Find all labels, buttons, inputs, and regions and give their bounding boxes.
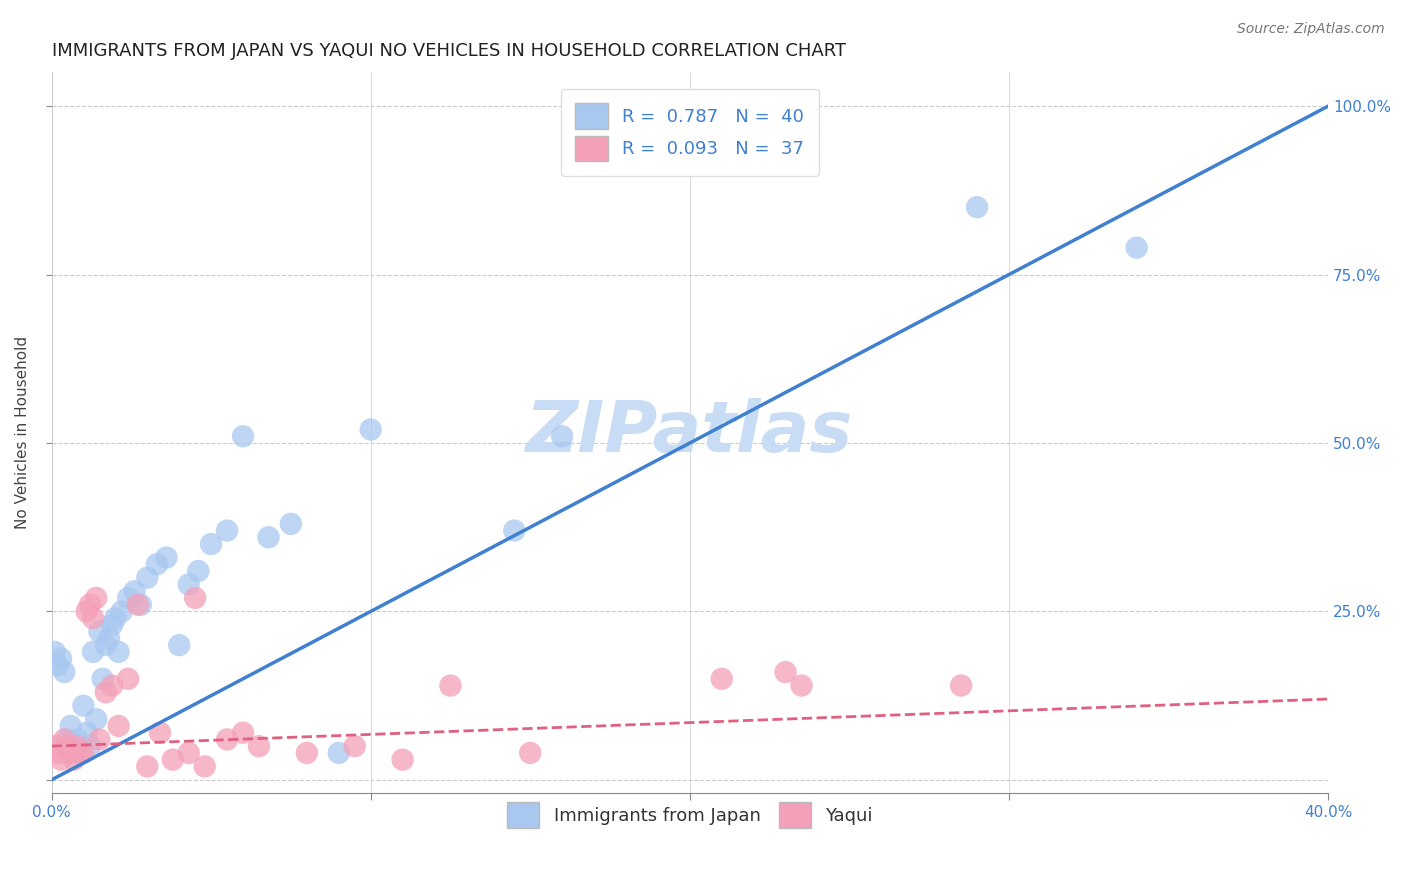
Point	[104, 611, 127, 625]
Point	[117, 591, 139, 605]
Point	[439, 679, 461, 693]
Point	[107, 645, 129, 659]
Point	[232, 725, 254, 739]
Y-axis label: No Vehicles in Household: No Vehicles in Household	[15, 336, 30, 530]
Point	[136, 759, 159, 773]
Point	[710, 672, 733, 686]
Point	[551, 429, 574, 443]
Point	[101, 618, 124, 632]
Point	[215, 732, 238, 747]
Point	[98, 632, 121, 646]
Point	[950, 679, 973, 693]
Point	[1125, 241, 1147, 255]
Point	[124, 584, 146, 599]
Point	[232, 429, 254, 443]
Point	[280, 516, 302, 531]
Point	[56, 732, 79, 747]
Point	[89, 624, 111, 639]
Point	[56, 739, 79, 754]
Point	[101, 679, 124, 693]
Point	[79, 739, 101, 754]
Point	[519, 746, 541, 760]
Point	[177, 746, 200, 760]
Point	[46, 746, 69, 760]
Point	[328, 746, 350, 760]
Point	[84, 712, 107, 726]
Text: IMMIGRANTS FROM JAPAN VS YAQUI NO VEHICLES IN HOUSEHOLD CORRELATION CHART: IMMIGRANTS FROM JAPAN VS YAQUI NO VEHICL…	[52, 42, 845, 60]
Point	[69, 739, 91, 754]
Point	[391, 753, 413, 767]
Point	[146, 558, 169, 572]
Point	[89, 732, 111, 747]
Text: Source: ZipAtlas.com: Source: ZipAtlas.com	[1237, 22, 1385, 37]
Point	[775, 665, 797, 679]
Point	[76, 604, 98, 618]
Point	[53, 665, 76, 679]
Point	[167, 638, 190, 652]
Point	[84, 591, 107, 605]
Point	[155, 550, 177, 565]
Point	[63, 753, 86, 767]
Point	[44, 645, 66, 659]
Legend: Immigrants from Japan, Yaqui: Immigrants from Japan, Yaqui	[499, 795, 880, 835]
Point	[966, 200, 988, 214]
Point	[59, 746, 82, 760]
Point	[66, 739, 89, 754]
Point	[257, 530, 280, 544]
Point	[177, 577, 200, 591]
Point	[117, 672, 139, 686]
Point	[129, 598, 152, 612]
Point	[49, 651, 72, 665]
Point	[94, 685, 117, 699]
Text: ZIPatlas: ZIPatlas	[526, 399, 853, 467]
Point	[72, 698, 94, 713]
Point	[82, 645, 104, 659]
Point	[111, 604, 134, 618]
Point	[149, 725, 172, 739]
Point	[247, 739, 270, 754]
Point	[343, 739, 366, 754]
Point	[184, 591, 207, 605]
Point	[76, 725, 98, 739]
Point	[79, 598, 101, 612]
Point	[82, 611, 104, 625]
Point	[187, 564, 209, 578]
Point	[162, 753, 184, 767]
Point	[107, 719, 129, 733]
Point	[215, 524, 238, 538]
Point	[194, 759, 217, 773]
Point	[44, 739, 66, 754]
Point	[790, 679, 813, 693]
Point	[69, 746, 91, 760]
Point	[360, 423, 382, 437]
Point	[91, 672, 114, 686]
Point	[503, 524, 526, 538]
Point	[200, 537, 222, 551]
Point	[94, 638, 117, 652]
Point	[49, 753, 72, 767]
Point	[72, 746, 94, 760]
Point	[63, 746, 86, 760]
Point	[127, 598, 149, 612]
Point	[59, 719, 82, 733]
Point	[53, 732, 76, 747]
Point	[136, 571, 159, 585]
Point	[46, 658, 69, 673]
Point	[295, 746, 318, 760]
Point	[66, 732, 89, 747]
